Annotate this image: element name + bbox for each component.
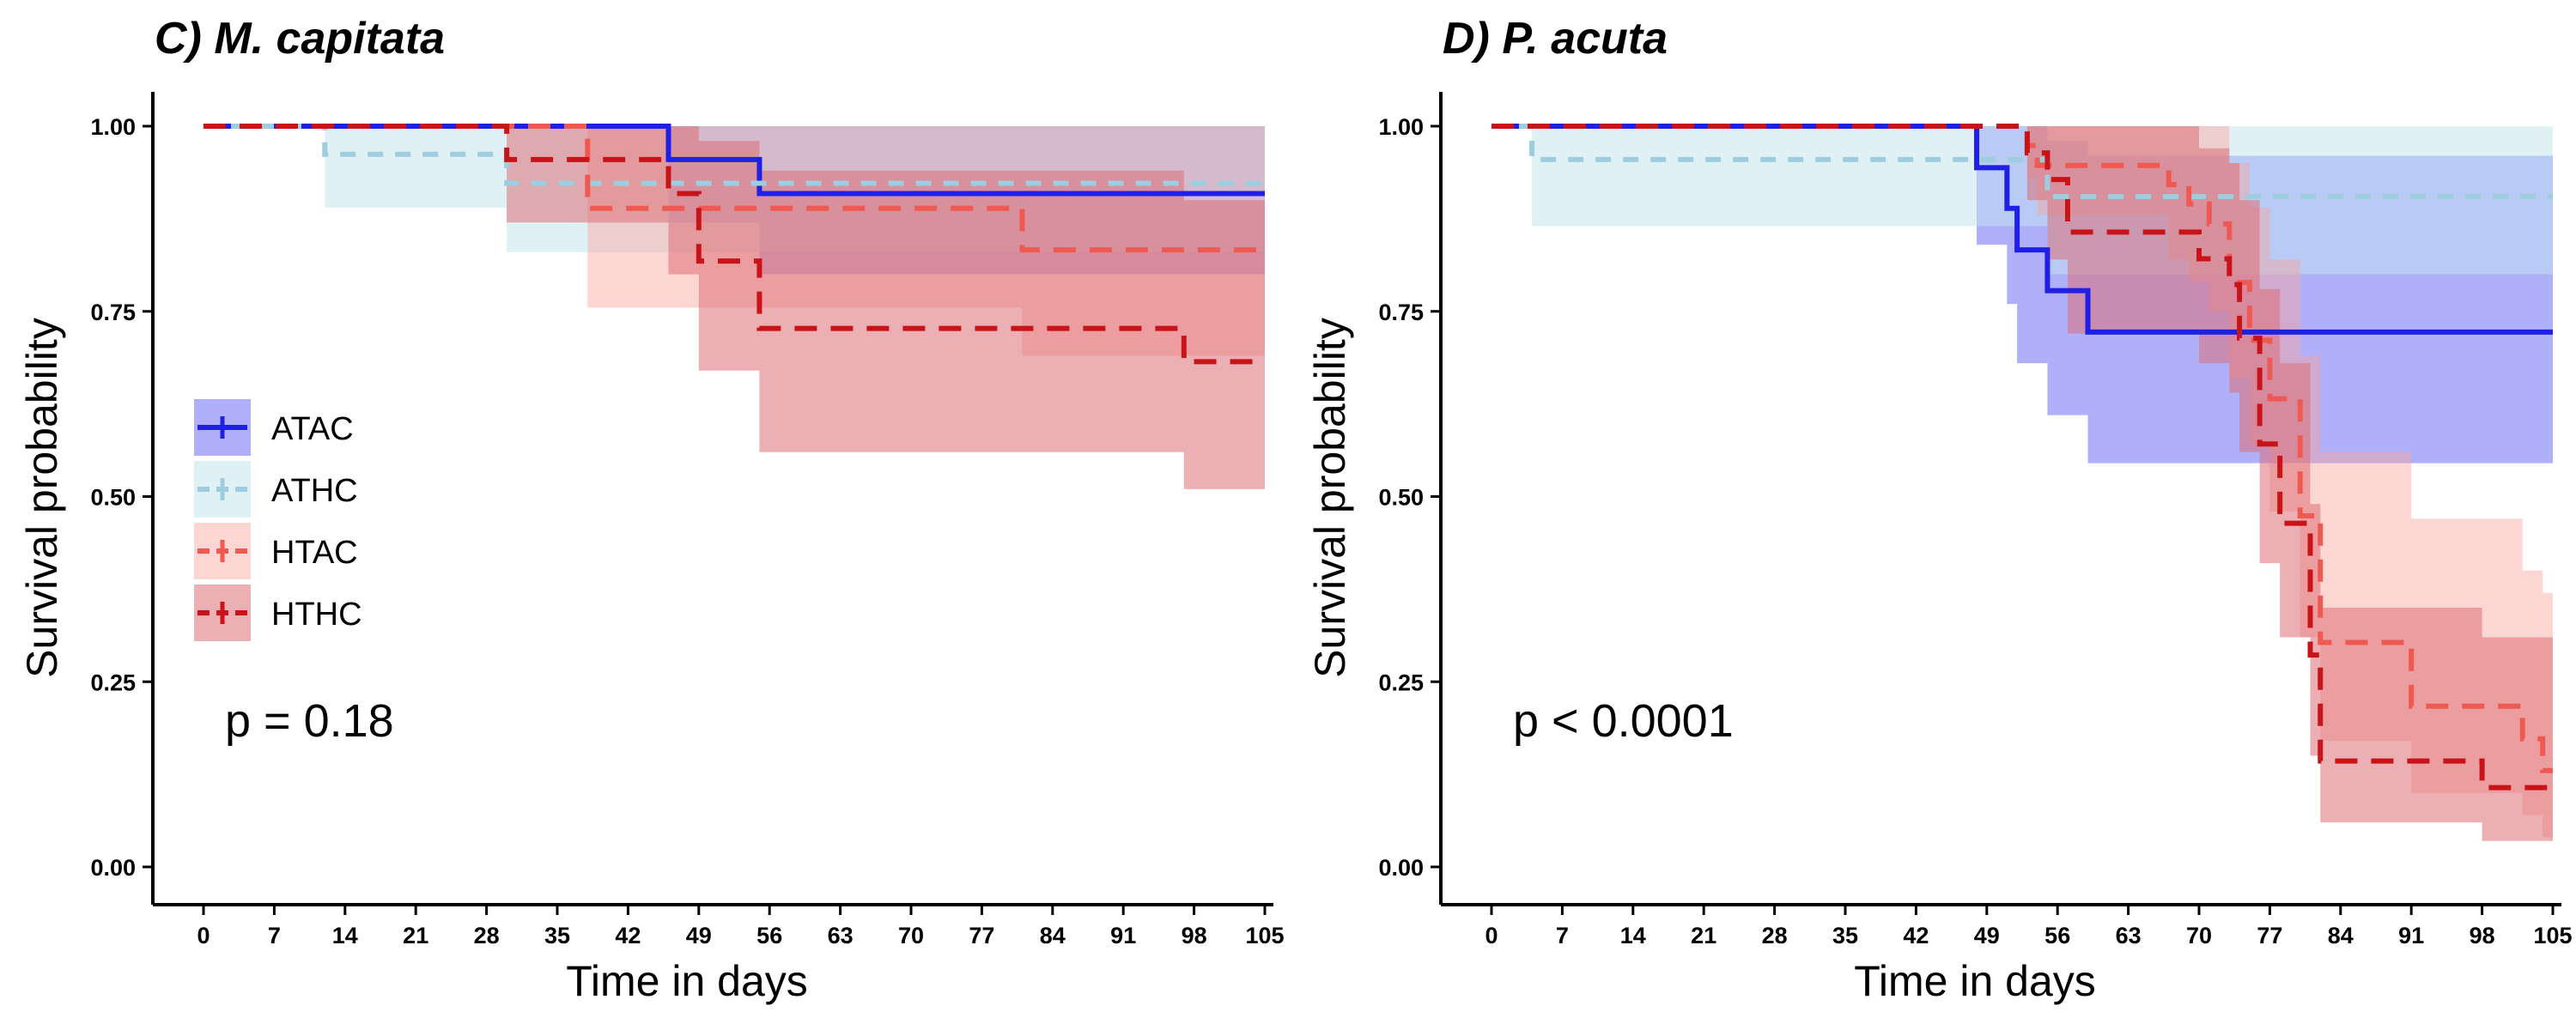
x-tick-label: 63 [2116, 923, 2142, 948]
y-tick-label: 0.25 [90, 670, 136, 695]
y-tick-label: 0.50 [1378, 485, 1424, 511]
survival-curve-hthc [1492, 124, 2553, 791]
legend-item-atac: ATAC [194, 399, 354, 456]
y-tick-label: 0.00 [90, 855, 136, 881]
p-value: p < 0.0001 [1513, 695, 1734, 747]
survival-curve-hthc [204, 124, 1265, 365]
x-tick-label: 63 [828, 923, 854, 948]
axes: 0 7 14 21 28 35 42 49 56 63 70 77 84 91 98 105 0.00 0.25 0… [1378, 92, 2573, 948]
confidence-band-hthc [204, 126, 1265, 489]
confidence-band-hthc [1492, 126, 2553, 841]
x-tick-label: 105 [2533, 923, 2572, 948]
legend-label: HTAC [271, 535, 358, 571]
x-tick-label: 98 [1182, 923, 1207, 948]
x-tick-label: 70 [2186, 923, 2212, 948]
x-tick-label: 84 [1040, 923, 1066, 948]
x-tick-label: 21 [1691, 923, 1716, 948]
x-tick-label: 91 [2398, 923, 2424, 948]
survival-curve-athc [1492, 124, 2553, 199]
x-axis-title: Time in days [1854, 957, 2096, 1005]
confidence-bands [204, 126, 1265, 489]
y-tick-label: 0.75 [1378, 300, 1424, 325]
y-axis-title: Survival probability [1306, 318, 1354, 678]
x-tick-label: 84 [2328, 923, 2354, 948]
legend-label: HTHC [271, 597, 362, 633]
x-tick-label: 98 [2470, 923, 2495, 948]
legend-label: ATAC [271, 411, 354, 447]
x-tick-label: 35 [544, 923, 570, 948]
confidence-band-athc [1492, 126, 2553, 275]
x-tick-label: 28 [474, 923, 500, 948]
x-tick-label: 7 [268, 923, 281, 948]
x-tick-label: 14 [332, 923, 358, 948]
panel-p-acuta: D) P. acuta 0 7 14 21 28 35 42 49 56 63 70 77 84 91 98… [1306, 14, 2573, 1005]
survival-curves [1492, 124, 2553, 791]
x-tick-label: 77 [2257, 923, 2282, 948]
legend-item-athc: ATHC [194, 461, 358, 518]
axes: 0 7 14 21 28 35 42 49 56 63 70 77 84 91 98 105 0.00 0.25 0… [90, 92, 1285, 948]
x-tick-label: 28 [1762, 923, 1788, 948]
x-tick-label: 77 [969, 923, 994, 948]
confidence-band-htac [1492, 126, 2553, 838]
y-tick-label: 1.00 [90, 114, 136, 140]
legend-item-hthc: HTHC [194, 585, 362, 641]
panel-title: C) M. capitata [155, 14, 445, 64]
x-tick-label: 42 [615, 923, 641, 948]
x-tick-label: 0 [197, 923, 210, 948]
legend: ATAC ATHC HTAC HTHC [194, 399, 362, 641]
y-tick-label: 0.50 [90, 485, 136, 511]
survival-curves [204, 124, 1265, 365]
x-tick-label: 35 [1832, 923, 1858, 948]
x-tick-label: 49 [1974, 923, 2000, 948]
legend-label: ATHC [271, 473, 358, 509]
x-tick-label: 105 [1245, 923, 1284, 948]
y-axis-title: Survival probability [18, 318, 66, 678]
x-tick-label: 0 [1485, 923, 1498, 948]
survival-curve-htac [204, 124, 1265, 253]
y-tick-label: 1.00 [1378, 114, 1424, 140]
y-tick-label: 0.25 [1378, 670, 1424, 695]
survival-curve-atac [204, 124, 1265, 197]
x-tick-label: 56 [756, 923, 782, 948]
x-tick-label: 49 [686, 923, 712, 948]
p-value: p = 0.18 [225, 695, 394, 747]
panel-title: D) P. acuta [1443, 14, 1668, 64]
x-tick-label: 21 [403, 923, 428, 948]
x-tick-label: 14 [1620, 923, 1646, 948]
confidence-bands [1492, 126, 2553, 841]
x-tick-label: 91 [1110, 923, 1136, 948]
panel-m-capitata: C) M. capitata 0 7 14 21 28 35 42 49 56 63 70 77 84 9… [18, 14, 1285, 1005]
legend-item-htac: HTAC [194, 523, 358, 579]
x-tick-label: 56 [2044, 923, 2070, 948]
x-tick-label: 70 [898, 923, 924, 948]
x-tick-label: 7 [1556, 923, 1569, 948]
survival-curve-atac [1492, 124, 2553, 335]
x-axis-title: Time in days [566, 957, 808, 1005]
y-tick-label: 0.00 [1378, 855, 1424, 881]
y-tick-label: 0.75 [90, 300, 136, 325]
x-tick-label: 42 [1903, 923, 1929, 948]
